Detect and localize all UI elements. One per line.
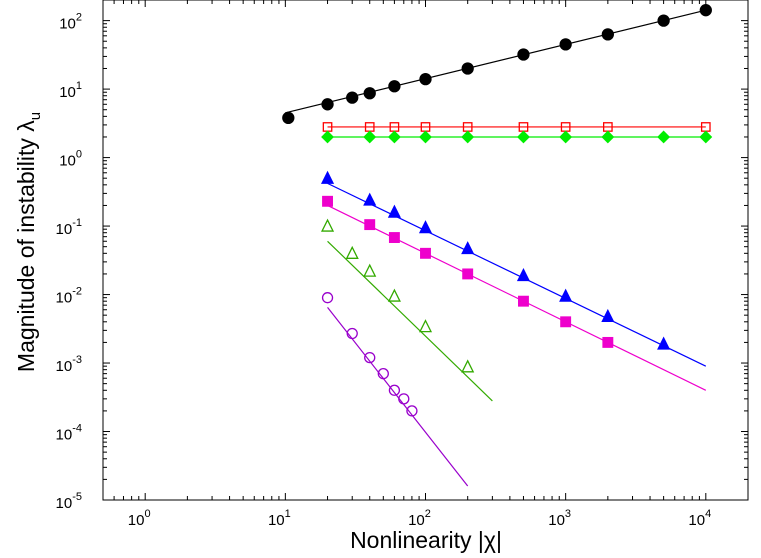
marker-series-4 [320,170,335,184]
x-tick-label: 103 [548,508,571,529]
marker-series-3 [657,130,671,144]
marker-series-4 [516,268,531,282]
fit-line-series-4 [327,182,707,367]
y-tick-label: 10-4 [56,423,82,444]
fit-lines [285,9,707,487]
marker-series-1 [282,111,295,125]
fit-line-series-6 [327,240,493,402]
marker-series-1 [388,80,401,93]
marker-series-4 [601,308,615,323]
marker-series-7 [398,393,410,405]
y-tick-label: 10-1 [56,217,82,238]
marker-series-5 [420,247,431,259]
marker-series-3 [419,130,432,144]
marker-series-3 [363,130,377,144]
tick-labels: 100 101 102 103 104 10-5 10-4 10-3 10-2 10-1 100 10… [56,12,712,529]
marker-series-3 [387,130,401,144]
marker-series-1 [363,87,376,100]
x-tick-label: 100 [128,508,151,529]
y-tick-label: 10-3 [56,354,82,375]
marker-series-4 [387,204,401,218]
marker-series-6 [320,218,335,232]
marker-series-7 [364,351,376,364]
marker-series-3 [601,130,615,144]
x-tick-label: 102 [408,508,431,529]
marker-series-7 [321,292,334,304]
marker-series-5 [560,316,572,328]
y-tick-label: 10-5 [56,491,82,512]
marker-series-7 [377,367,389,380]
marker-series-5 [462,268,474,280]
y-tick-label: 100 [59,149,82,170]
y-tick-label: 102 [59,12,82,33]
x-tick-label: 101 [268,508,291,529]
marker-series-1 [346,91,359,104]
marker-series-1 [657,14,670,27]
y-tick-label: 10-2 [56,286,82,307]
marker-series-6 [461,359,475,373]
marker-series-7 [406,405,418,417]
marker-series-3 [461,130,475,144]
x-tick-label: 104 [688,508,711,529]
marker-series-1 [699,4,712,17]
marker-series-1 [419,72,432,86]
marker-series-5 [322,195,333,207]
marker-series-4 [559,288,573,302]
marker-series-1 [601,28,614,41]
marker-series-4 [461,241,475,255]
marker-series-6 [418,319,433,333]
fit-line-series-7 [327,306,469,487]
marker-series-1 [559,38,572,51]
plot-axes [102,0,749,501]
y-axis-title-main: Magnitude of instability λ [13,120,39,372]
data-markers [282,4,713,417]
y-tick-label: 101 [59,80,82,101]
marker-series-5 [388,232,400,243]
marker-series-3 [517,130,530,144]
y-axis-title: Magnitude of instability λu [13,112,44,372]
marker-series-5 [518,295,529,307]
marker-series-3 [321,130,334,144]
marker-series-3 [559,130,573,144]
marker-series-5 [364,219,376,231]
marker-series-1 [517,48,530,61]
marker-series-6 [387,288,401,302]
marker-series-4 [418,220,433,234]
marker-series-4 [363,192,377,206]
y-axis-title-subscript: u [27,112,44,120]
marker-series-7 [388,384,401,396]
marker-series-6 [363,263,377,277]
marker-series-3 [699,130,713,144]
marker-series-7 [346,327,358,340]
marker-series-5 [602,336,614,348]
marker-series-1 [321,98,334,111]
marker-series-6 [345,245,359,259]
marker-series-4 [657,336,671,350]
fit-line-series-5 [327,204,707,391]
x-axis-title: Nonlinearity |χ| [350,527,502,553]
marker-series-1 [461,62,474,75]
